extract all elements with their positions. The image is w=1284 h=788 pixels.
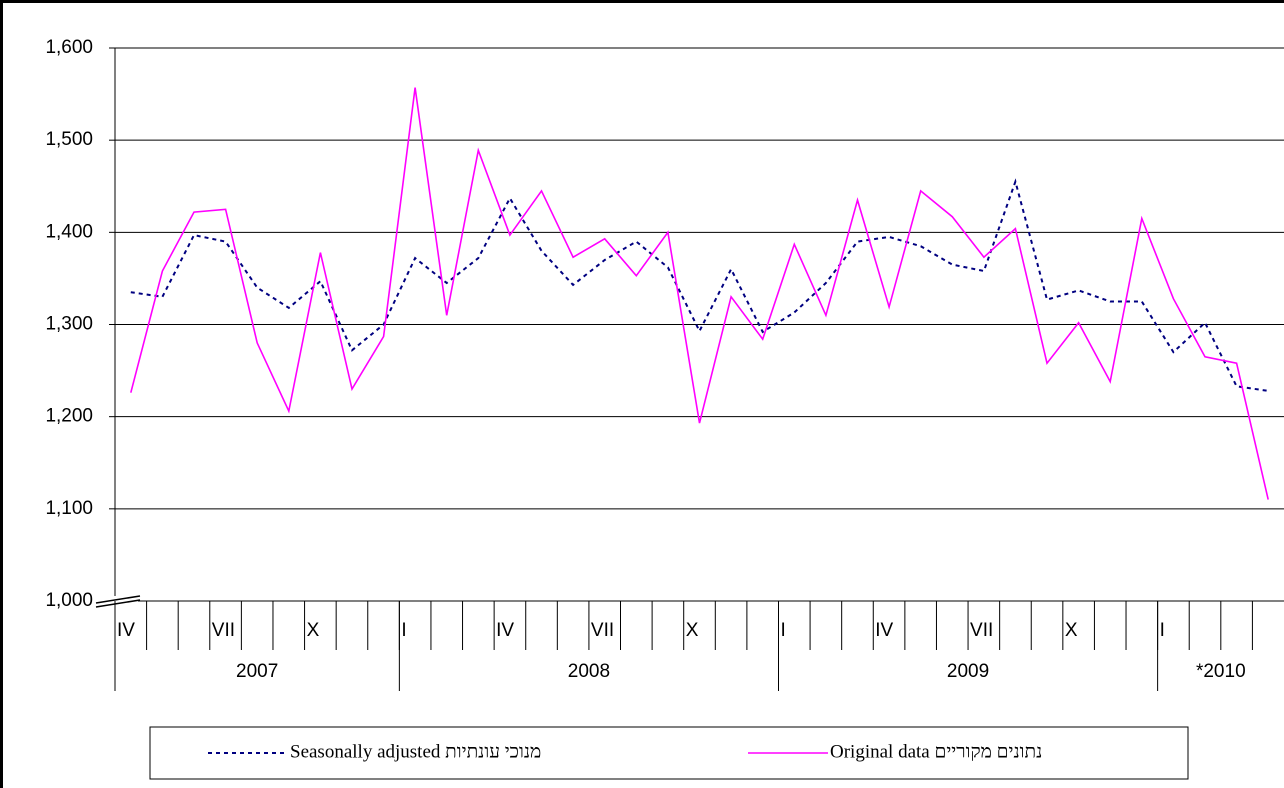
x-tick-label: IV xyxy=(496,620,514,641)
x-tick-label: I xyxy=(401,620,406,641)
x-tick-label: VII xyxy=(212,620,235,641)
x-tick-label: IV xyxy=(117,620,135,641)
x-tick-label: IV xyxy=(875,620,893,641)
axis-break xyxy=(95,595,141,604)
y-tick-label: 1,600 xyxy=(45,37,93,58)
x-tick-label: X xyxy=(1065,620,1078,641)
year-label: 2009 xyxy=(947,661,989,682)
axis-break xyxy=(95,599,141,608)
legend-box xyxy=(149,726,1189,780)
series-line xyxy=(130,87,1269,500)
y-tick-label: 1,100 xyxy=(45,498,93,519)
year-label: *2010 xyxy=(1196,661,1246,682)
y-tick-label: 1,300 xyxy=(45,314,93,335)
y-tick-label: 1,400 xyxy=(45,221,93,242)
year-label: 2007 xyxy=(236,661,278,682)
y-tick-label: 1,500 xyxy=(45,129,93,150)
x-tick-label: I xyxy=(1160,620,1165,641)
x-tick-label: VII xyxy=(970,620,993,641)
y-tick-label: 1,200 xyxy=(45,406,93,427)
x-tick-label: I xyxy=(780,620,785,641)
y-tick-label: 1,000 xyxy=(45,590,93,611)
x-tick-label: X xyxy=(686,620,699,641)
legend-label: Original data נתונים מקוריים xyxy=(830,741,1042,762)
x-tick-label: VII xyxy=(591,620,614,641)
legend-label: Seasonally adjusted מנוכי עונתיות xyxy=(290,741,541,762)
x-tick-label: X xyxy=(307,620,320,641)
year-label: 2008 xyxy=(568,661,610,682)
